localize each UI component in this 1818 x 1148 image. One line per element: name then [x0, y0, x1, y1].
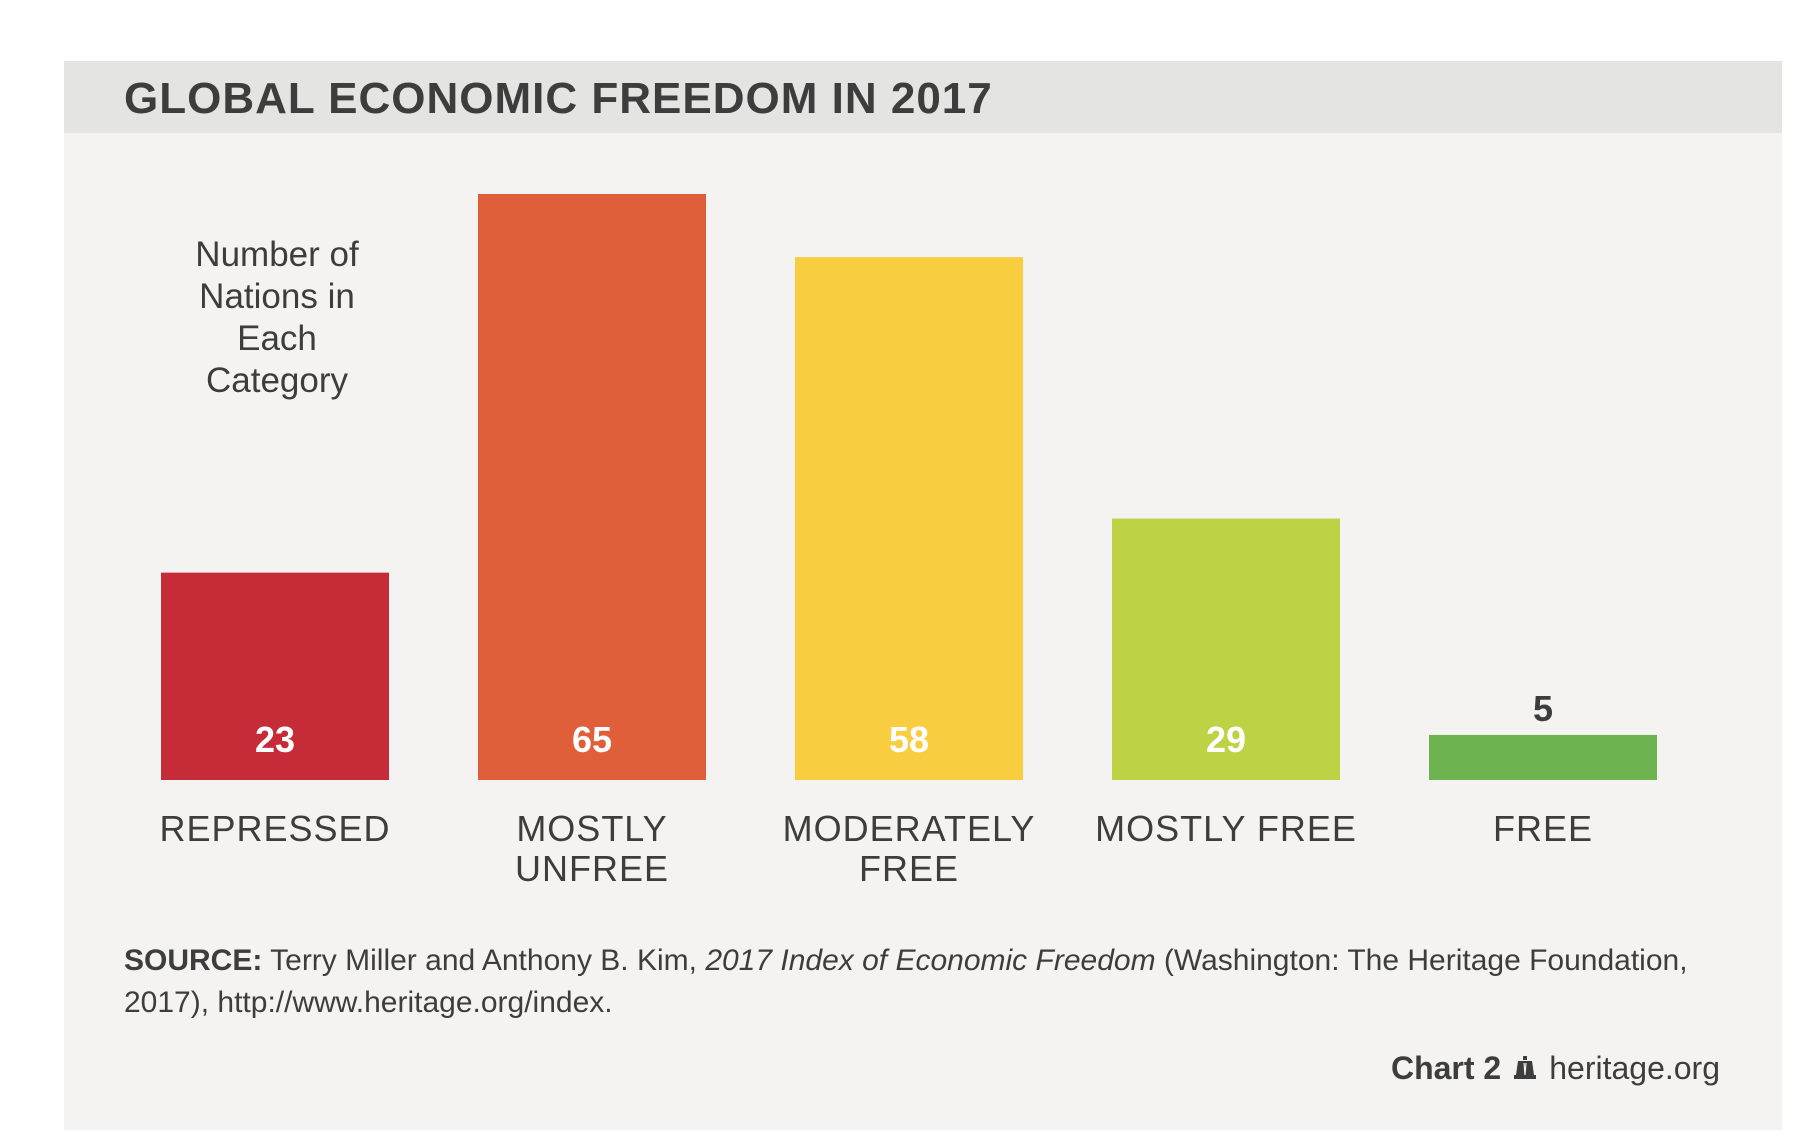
source-note: SOURCE: Terry Miller and Anthony B. Kim,…	[124, 940, 1714, 1024]
bar-value-label-3: 29	[1206, 719, 1246, 760]
bars-layer	[161, 194, 1657, 781]
source-text-after: (Washington: The Heritage Foundation, 20…	[124, 944, 1688, 1019]
bar-0	[161, 572, 389, 780]
bar-2	[795, 257, 1023, 781]
category-label-4: FREE	[1493, 808, 1593, 849]
bar-value-label-0: 23	[255, 719, 295, 760]
category-label-line: UNFREE	[515, 848, 669, 889]
category-label-3: MOSTLY FREE	[1095, 808, 1357, 849]
category-label-line: FREE	[1493, 808, 1593, 849]
category-label-line: MOSTLY FREE	[1095, 808, 1357, 849]
chart-credit: Chart 2 heritage.org	[1391, 1050, 1720, 1087]
bar-value-label-2: 58	[889, 719, 929, 760]
category-label-line: MOSTLY	[516, 808, 667, 849]
bar-4	[1429, 734, 1657, 780]
category-label-line: FREE	[859, 848, 959, 889]
title-bar	[64, 61, 1782, 133]
liberty-bell-icon	[1514, 1055, 1537, 1079]
bar-value-label-4: 5	[1533, 688, 1553, 729]
chart-number: Chart 2	[1390, 1050, 1502, 1086]
site-link[interactable]: heritage.org	[1549, 1050, 1720, 1086]
bar-value-label-1: 65	[572, 719, 612, 760]
value-labels-layer: 23 65 58 29 5	[255, 688, 1553, 760]
source-text-before: Terry Miller and Anthony B. Kim,	[262, 944, 706, 977]
category-label-line: REPRESSED	[159, 808, 390, 849]
y-axis-note: Number of Nations in Each Category	[195, 235, 359, 400]
source-label: SOURCE:	[124, 944, 263, 977]
category-label-1: MOSTLY UNFREE	[515, 808, 669, 889]
source-title-italic: 2017 Index of Economic Freedom	[705, 944, 1156, 977]
bar-3	[1112, 518, 1340, 780]
bar-1	[478, 194, 706, 780]
chart-title: GLOBAL ECONOMIC FREEDOM IN 2017	[124, 74, 993, 123]
category-label-line: MODERATELY	[783, 808, 1036, 849]
category-label-2: MODERATELY FREE	[783, 808, 1036, 889]
category-label-0: REPRESSED	[159, 808, 390, 849]
